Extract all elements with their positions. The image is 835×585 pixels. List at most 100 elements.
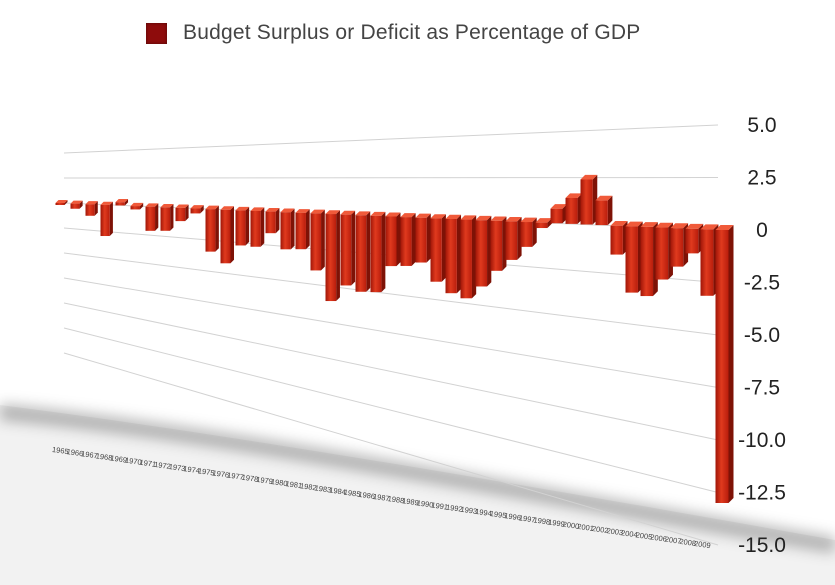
bar-top (265, 207, 280, 212)
bar-front (535, 222, 548, 229)
bar-top (415, 213, 431, 218)
x-tick-label: 1997 (518, 513, 536, 524)
bar-top (175, 204, 189, 208)
bar-top (445, 214, 462, 219)
bar-front (385, 216, 397, 267)
grid-line (63, 302, 719, 441)
bar-top (340, 210, 356, 215)
x-tick-label: 2007 (664, 535, 682, 546)
bar-front (550, 208, 563, 224)
bar (295, 209, 310, 250)
bars (55, 174, 734, 503)
x-axis-ticks: 1965196619671968196919701971197219731974… (51, 445, 711, 550)
bar (595, 195, 613, 226)
bar-top (550, 204, 567, 209)
x-tick-label: 1965 (51, 445, 69, 456)
bar-front (70, 203, 80, 209)
bar-front (505, 221, 518, 260)
x-tick-label: 1977 (227, 471, 245, 482)
bar-top (220, 206, 234, 210)
y-tick-label: -15.0 (738, 534, 786, 557)
x-tick-label: 1983 (314, 483, 332, 494)
x-tick-label: 2008 (679, 537, 697, 548)
bar-top (400, 213, 416, 218)
bar (520, 217, 537, 247)
bar-side (139, 202, 144, 210)
bar-front (670, 228, 684, 267)
bar (115, 198, 129, 206)
x-tick-label: 1985 (343, 488, 361, 499)
bar-front (115, 202, 125, 206)
bar-front (610, 225, 623, 255)
bar (145, 203, 159, 231)
x-tick-label: 1973 (168, 462, 186, 473)
bar-side (155, 203, 159, 231)
bar-front (700, 229, 714, 296)
bar (70, 200, 83, 209)
y-axis-ticks: 5.0 2.5 0 -2.5 -5.0 -7.5 -10.0 -12.5 -15.0 (738, 114, 786, 557)
x-tick-label: 1986 (358, 490, 376, 501)
bar-top (235, 206, 250, 211)
bar-top (640, 222, 658, 227)
bar (670, 223, 689, 267)
bar-top (130, 202, 144, 207)
bar (310, 209, 325, 271)
bar-side (487, 215, 492, 287)
bar (715, 225, 734, 503)
grid-line (63, 277, 719, 388)
bar-top (715, 225, 734, 230)
bar-top (460, 215, 477, 220)
grid-line (63, 252, 719, 336)
floor-plane (0, 405, 835, 585)
bar-front (100, 204, 110, 237)
bar-side (607, 195, 613, 226)
bar (475, 215, 492, 287)
grid-line (63, 177, 719, 179)
bar-side (200, 205, 204, 214)
floor-shadow (0, 404, 835, 585)
bar-front (415, 217, 427, 263)
bar-front (265, 211, 276, 234)
bar-front (295, 212, 306, 250)
bar-side (336, 210, 340, 302)
bar-top (385, 212, 401, 217)
bar-side (215, 205, 219, 252)
x-tick-label: 1979 (256, 475, 274, 486)
x-tick-label: 2005 (635, 530, 653, 541)
bar (565, 193, 583, 224)
bar-front (55, 203, 65, 205)
bar-front (85, 204, 95, 216)
x-tick-label: 1995 (489, 509, 507, 520)
bar (625, 221, 643, 293)
bar (220, 206, 234, 264)
bar-top (490, 216, 507, 221)
bar-side (275, 207, 280, 234)
bar-side (260, 207, 265, 247)
bar-front (565, 197, 578, 224)
bar-side (381, 211, 386, 293)
x-tick-label: 2006 (650, 532, 668, 543)
bar (445, 214, 462, 294)
bar-top (475, 215, 492, 221)
y-tick-label: -2.5 (744, 272, 780, 295)
y-tick-label: -10.0 (738, 429, 786, 452)
bar-front (235, 210, 246, 246)
x-tick-label: 1991 (431, 500, 449, 511)
bar-top (580, 174, 598, 180)
x-tick-label: 1968 (95, 451, 113, 462)
bar-top (190, 205, 204, 209)
y-tick-label: 0 (756, 219, 768, 242)
bar-top (100, 201, 113, 205)
bar (235, 206, 250, 246)
bar-front (205, 209, 216, 252)
x-tick-label: 1969 (110, 453, 128, 464)
x-tick-label: 1982 (300, 481, 318, 492)
bar-side (290, 208, 295, 250)
bar (370, 211, 386, 293)
bar-top (160, 203, 174, 208)
bar (190, 205, 204, 214)
bar-side (502, 216, 507, 271)
x-tick-label: 1994 (475, 507, 493, 518)
x-tick-label: 1987 (372, 492, 390, 503)
